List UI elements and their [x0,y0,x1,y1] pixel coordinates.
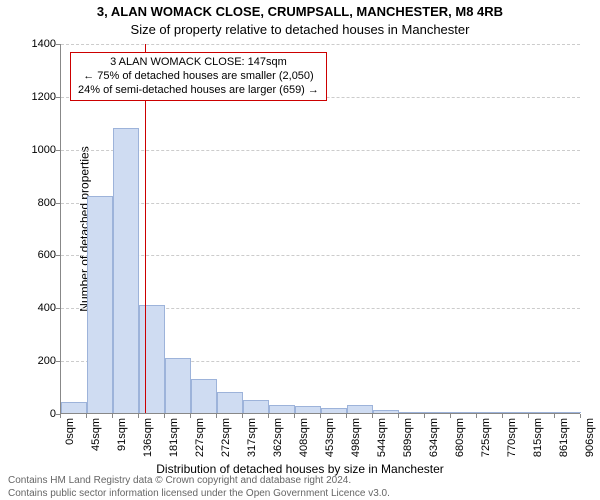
y-tick-mark [56,44,60,45]
x-tick-label: 634sqm [428,418,440,457]
histogram-bar [503,412,529,413]
histogram-bar [295,406,321,413]
x-tick-label: 272sqm [220,418,232,457]
x-tick-mark [164,414,165,418]
y-tick-label: 1400 [16,38,56,50]
x-tick-label: 362sqm [272,418,284,457]
x-tick-mark [268,414,269,418]
x-tick-label: 227sqm [194,418,206,457]
footer-line-1: Contains HM Land Registry data © Crown c… [8,475,351,486]
y-tick-label: 0 [16,408,56,420]
x-tick-mark [398,414,399,418]
x-tick-label: 408sqm [298,418,310,457]
x-tick-label: 680sqm [454,418,466,457]
histogram-bar [191,379,217,413]
x-tick-label: 725sqm [480,418,492,457]
annotation-box: 3 ALAN WOMACK CLOSE: 147sqm← 75% of deta… [70,52,327,101]
x-tick-label: 544sqm [376,418,388,457]
x-tick-label: 317sqm [246,418,258,457]
y-tick-mark [56,150,60,151]
y-tick-mark [56,308,60,309]
y-tick-label: 200 [16,355,56,367]
y-tick-mark [56,255,60,256]
histogram-bar [217,392,243,413]
histogram-bar [243,400,269,413]
x-tick-label: 815sqm [532,418,544,457]
chart-container: 3, ALAN WOMACK CLOSE, CRUMPSALL, MANCHES… [0,0,600,500]
annotation-line: ← 75% of detached houses are smaller (2,… [78,70,319,84]
x-tick-mark [528,414,529,418]
y-tick-mark [56,361,60,362]
footer-line-2: Contains public sector information licen… [8,488,390,499]
x-tick-mark [190,414,191,418]
x-tick-label: 906sqm [584,418,596,457]
y-tick-label: 400 [16,302,56,314]
x-tick-mark [112,414,113,418]
y-tick-label: 600 [16,249,56,261]
x-axis-label: Distribution of detached houses by size … [0,462,600,476]
y-tick-label: 1000 [16,144,56,156]
x-tick-label: 498sqm [350,418,362,457]
x-tick-mark [554,414,555,418]
x-tick-mark [580,414,581,418]
x-tick-mark [450,414,451,418]
x-tick-mark [216,414,217,418]
histogram-bar [451,412,477,413]
x-tick-label: 770sqm [506,418,518,457]
histogram-bar [529,412,555,413]
grid-line [61,44,580,45]
x-tick-mark [372,414,373,418]
histogram-bar [321,408,347,413]
histogram-bar [425,412,451,413]
histogram-bar [555,412,581,413]
x-tick-mark [424,414,425,418]
histogram-bar [373,410,399,413]
x-tick-mark [138,414,139,418]
histogram-bar [113,128,139,413]
chart-title: 3, ALAN WOMACK CLOSE, CRUMPSALL, MANCHES… [0,4,600,19]
y-tick-label: 800 [16,197,56,209]
x-tick-label: 91sqm [116,418,128,451]
y-tick-label: 1200 [16,91,56,103]
x-tick-label: 0sqm [64,418,76,445]
x-tick-label: 453sqm [324,418,336,457]
histogram-bar [61,402,87,413]
annotation-line: 3 ALAN WOMACK CLOSE: 147sqm [78,56,319,70]
x-tick-mark [60,414,61,418]
y-tick-mark [56,203,60,204]
x-tick-label: 861sqm [558,418,570,457]
histogram-bar [347,405,373,413]
histogram-bar [139,305,165,413]
x-tick-mark [86,414,87,418]
histogram-bar [165,358,191,414]
x-tick-label: 181sqm [168,418,180,457]
histogram-bar [399,412,425,413]
x-tick-mark [346,414,347,418]
x-tick-mark [320,414,321,418]
x-tick-mark [502,414,503,418]
y-tick-mark [56,97,60,98]
x-tick-mark [476,414,477,418]
x-tick-mark [242,414,243,418]
annotation-line: 24% of semi-detached houses are larger (… [78,84,319,98]
x-tick-label: 136sqm [142,418,154,457]
x-tick-mark [294,414,295,418]
histogram-bar [87,196,113,413]
histogram-bar [477,412,503,413]
chart-subtitle: Size of property relative to detached ho… [0,22,600,37]
x-tick-label: 45sqm [90,418,102,451]
histogram-bar [269,405,295,413]
x-tick-label: 589sqm [402,418,414,457]
